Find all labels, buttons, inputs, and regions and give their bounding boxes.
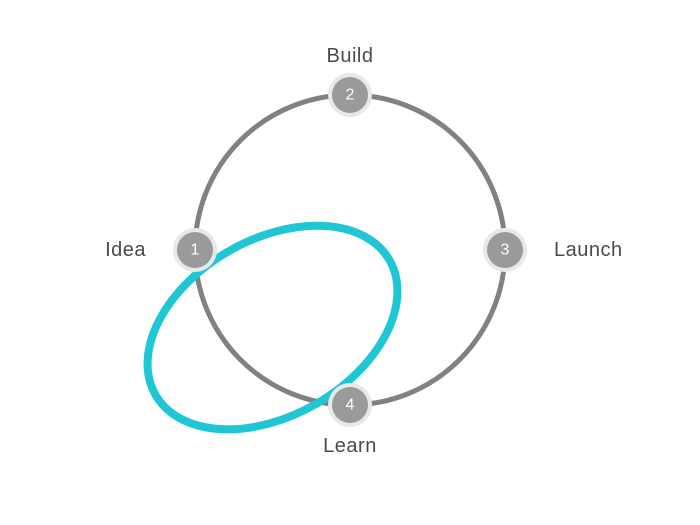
node-idea: 1 Idea (105, 228, 217, 272)
node-launch: 3 Launch (483, 228, 623, 272)
cycle-diagram: 1 Idea 2 Build 3 Launch 4 Learn (0, 0, 700, 525)
node-launch-number: 3 (501, 242, 510, 259)
node-idea-label: Idea (105, 239, 146, 261)
node-launch-label: Launch (554, 239, 623, 261)
main-cycle-ring (195, 95, 505, 405)
node-build-label: Build (327, 45, 374, 67)
node-build: 2 Build (327, 45, 374, 117)
node-build-number: 2 (346, 87, 355, 104)
feedback-loop (112, 184, 434, 471)
node-learn-label: Learn (323, 435, 377, 457)
node-learn: 4 Learn (323, 383, 377, 457)
node-idea-number: 1 (191, 242, 200, 259)
node-learn-number: 4 (346, 397, 355, 414)
